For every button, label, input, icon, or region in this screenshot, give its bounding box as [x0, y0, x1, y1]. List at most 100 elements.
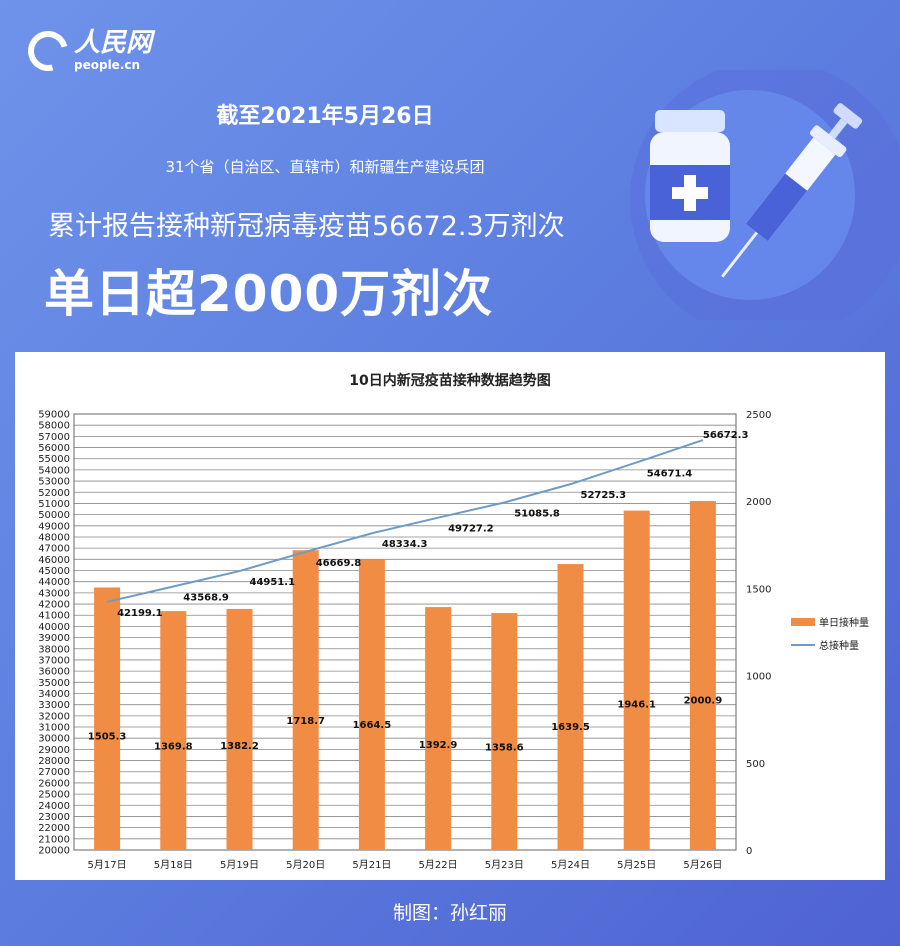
left-tick-label: 48000: [38, 532, 70, 543]
x-tick-label: 5月19日: [220, 859, 259, 871]
left-tick-label: 38000: [38, 644, 70, 655]
left-tick-label: 23000: [38, 812, 70, 823]
bar: [623, 510, 650, 850]
bar-data-label: 1505.3: [88, 732, 127, 743]
left-tick-label: 31000: [38, 723, 70, 734]
bar-data-label: 1369.8: [154, 742, 193, 753]
left-tick-label: 44000: [38, 577, 70, 588]
left-tick-label: 26000: [38, 778, 70, 789]
bar-data-label: 1358.6: [485, 742, 524, 753]
right-tick-label: 500: [746, 759, 765, 770]
vaccine-bottle-icon: [650, 110, 730, 242]
right-tick-label: 1000: [746, 672, 771, 683]
total-line: [106, 439, 704, 603]
left-tick-label: 40000: [38, 622, 70, 633]
left-tick-label: 50000: [38, 510, 70, 521]
bar-data-label: 1392.9: [419, 740, 458, 751]
left-tick-label: 52000: [38, 488, 70, 499]
left-tick-label: 58000: [38, 421, 70, 432]
legend-line-label: 总接种量: [819, 639, 859, 652]
vaccine-illustration: [630, 70, 900, 320]
left-tick-label: 21000: [38, 834, 70, 845]
left-tick-label: 30000: [38, 734, 70, 745]
x-tick-label: 5月24日: [551, 859, 590, 871]
left-tick-label: 33000: [38, 700, 70, 711]
x-tick-label: 5月26日: [683, 859, 722, 871]
left-tick-label: 54000: [38, 465, 70, 476]
right-tick-label: 0: [746, 846, 752, 857]
logo-mark-icon: [20, 23, 76, 78]
bar: [160, 611, 187, 850]
date-line: 截至2021年5月26日: [216, 104, 434, 129]
line-data-label: 46669.8: [316, 558, 362, 569]
left-tick-label: 55000: [38, 454, 70, 465]
left-tick-label: 45000: [38, 566, 70, 577]
left-tick-label: 35000: [38, 678, 70, 689]
bar: [226, 608, 253, 850]
line-data-label: 43568.9: [183, 593, 229, 604]
x-tick-label: 5月22日: [419, 859, 458, 871]
left-tick-label: 51000: [38, 499, 70, 510]
logo-cn: 人民网: [74, 28, 153, 58]
left-tick-label: 22000: [38, 823, 70, 834]
left-tick-label: 56000: [38, 443, 70, 454]
left-tick-label: 24000: [38, 801, 70, 812]
left-tick-label: 39000: [38, 633, 70, 644]
bar-data-label: 1664.5: [353, 720, 392, 731]
bar: [491, 613, 518, 850]
x-tick-label: 5月20日: [286, 859, 325, 871]
bar-data-label: 1382.2: [220, 741, 259, 752]
line-data-label: 44951.1: [250, 577, 296, 588]
bar: [292, 550, 319, 850]
line-data-label: 42199.1: [117, 608, 163, 619]
logo: 人民网 people.cn: [20, 23, 153, 78]
left-tick-label: 29000: [38, 745, 70, 756]
left-tick-label: 28000: [38, 756, 70, 767]
syringe-icon: [721, 103, 863, 278]
total-line: 累计报告接种新冠病毒疫苗56672.3万剂次: [48, 211, 565, 242]
line-data-label: 52725.3: [581, 490, 627, 501]
left-tick-label: 37000: [38, 655, 70, 666]
scope-line: 31个省（自治区、直辖市）和新疆生产建设兵团: [165, 158, 485, 176]
left-tick-label: 47000: [38, 544, 70, 555]
headline: 单日超2000万剂次: [44, 265, 494, 323]
chart-panel: 10日内新冠疫苗接种数据趋势图 20000 21000 22000 23000 2400…: [15, 352, 885, 880]
bar: [557, 564, 584, 850]
left-tick-label: 27000: [38, 767, 70, 778]
x-tick-label: 5月25日: [617, 859, 656, 871]
bar-data-label: 1718.7: [286, 716, 325, 727]
line-data-label: 56672.3: [703, 430, 749, 441]
left-tick-label: 36000: [38, 667, 70, 678]
chart-title: 10日内新冠疫苗接种数据趋势图: [349, 372, 550, 389]
bar: [689, 501, 716, 850]
plot-frame: [73, 413, 737, 851]
credit: 制图：孙红丽: [392, 902, 507, 924]
bar-data-label: 1639.5: [551, 722, 590, 733]
left-tick-label: 43000: [38, 588, 70, 599]
x-tick-label: 5月18日: [154, 859, 193, 871]
x-tick-label: 5月21日: [352, 859, 391, 871]
left-tick-label: 41000: [38, 611, 70, 622]
left-tick-label: 20000: [38, 846, 70, 857]
left-tick-label: 59000: [38, 410, 70, 421]
left-tick-label: 49000: [38, 521, 70, 532]
line-data-label: 54671.4: [647, 468, 693, 479]
left-tick-label: 34000: [38, 689, 70, 700]
left-tick-label: 25000: [38, 790, 70, 801]
line-data-label: 49727.2: [448, 524, 494, 535]
right-tick-label: 2000: [746, 497, 771, 508]
legend-bar-swatch: [791, 618, 815, 626]
x-tick-label: 5月17日: [88, 859, 127, 871]
x-tick-label: 5月23日: [485, 859, 524, 871]
bar: [358, 559, 385, 850]
logo-en: people.cn: [74, 58, 141, 72]
chart: 10日内新冠疫苗接种数据趋势图 200002100022000230002400…: [38, 372, 869, 871]
line-data-label: 48334.3: [382, 539, 428, 550]
right-tick-label: 1500: [746, 584, 771, 595]
left-tick-label: 46000: [38, 555, 70, 566]
bar: [425, 607, 452, 850]
left-tick-label: 42000: [38, 600, 70, 611]
bar-data-label: 1946.1: [617, 699, 656, 710]
bar-data-label: 2000.9: [684, 695, 723, 706]
left-tick-label: 32000: [38, 711, 70, 722]
